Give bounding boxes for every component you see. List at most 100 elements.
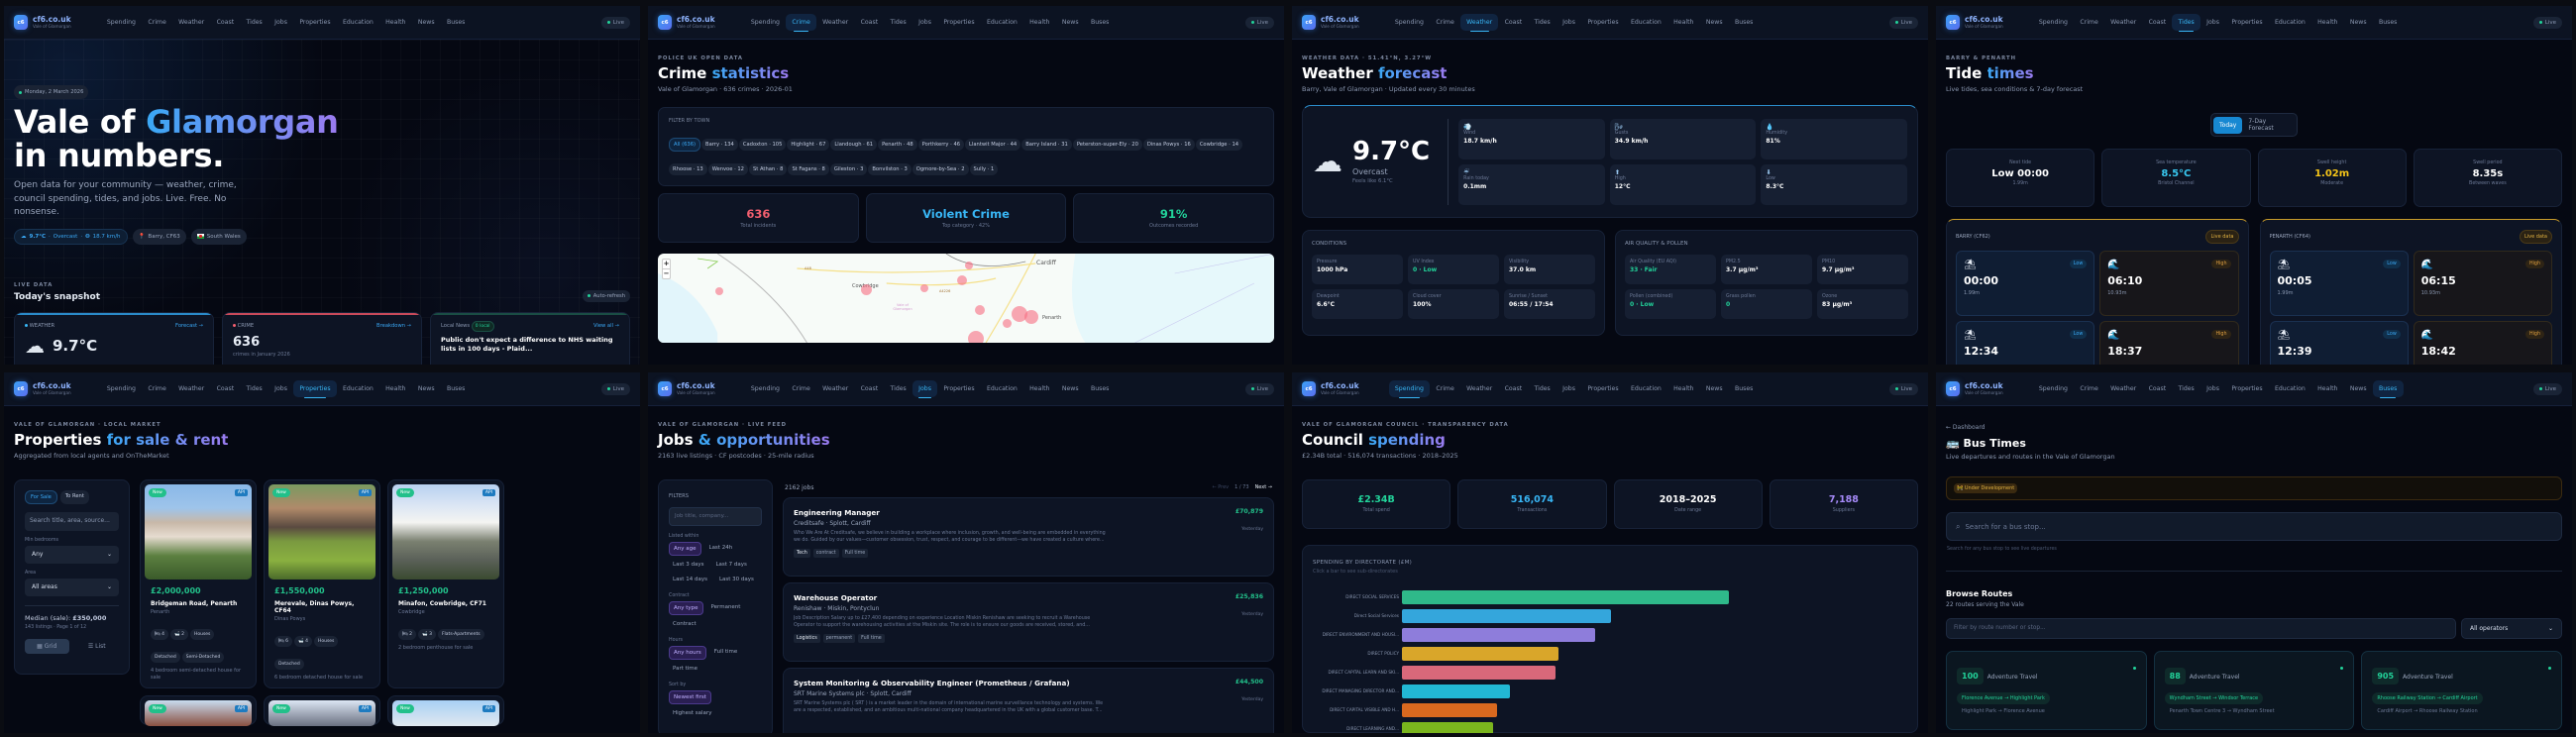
nav-link-news[interactable]: News (417, 385, 435, 392)
tab-7-day-forecast[interactable]: 7-Day Forecast (2248, 118, 2274, 132)
route-card[interactable]: 100 Adventure Travel Florence Avenue → Hi… (1946, 651, 2147, 730)
nav-link-news[interactable]: News (1061, 385, 1079, 392)
nav-link-coast[interactable]: Coast (1504, 19, 1523, 26)
property-card[interactable]: New API £1,550,000 Merevale, Dinas Powys,… (264, 479, 380, 688)
nav-link-coast[interactable]: Coast (860, 19, 879, 26)
property-title[interactable]: Merevale, Dinas Powys, CF64 (274, 600, 355, 614)
nav-link-education[interactable]: Education (986, 19, 1018, 26)
property-card[interactable]: New API £1,250,000 Minafon, Cowbridge, CF… (387, 479, 504, 688)
nav-link-jobs[interactable]: Jobs (912, 380, 938, 398)
route-filter-input[interactable]: Filter by route number or stop... (1946, 618, 2456, 639)
town-filter-chip[interactable]: Barry · 134 (701, 139, 738, 151)
nav-link-weather[interactable]: Weather (178, 385, 205, 392)
nav-link-health[interactable]: Health (1029, 19, 1050, 26)
nav-link-health[interactable]: Health (2317, 19, 2338, 26)
nav-link-tides[interactable]: Tides (246, 19, 263, 26)
nav-link-buses[interactable]: Buses (1090, 19, 1110, 26)
nav-link-crime[interactable]: Crime (1436, 385, 1454, 392)
nav-link-spending[interactable]: Spending (1394, 19, 1424, 26)
breakdown-link[interactable]: Breakdown → (376, 322, 411, 329)
job-title[interactable]: Warehouse Operator (794, 593, 878, 602)
nav-link-news[interactable]: News (1705, 19, 1723, 26)
property-title[interactable]: Bridgeman Road, Penarth (151, 600, 238, 607)
nav-link-coast[interactable]: Coast (216, 385, 235, 392)
town-filter-chip[interactable]: Barry Island · 31 (1021, 139, 1072, 151)
town-filter-chip[interactable]: Porthkerry · 46 (917, 139, 965, 151)
nav-link-buses[interactable]: Buses (1734, 19, 1754, 26)
nav-link-crime[interactable]: Crime (786, 14, 816, 32)
nav-link-properties[interactable]: Properties (293, 380, 337, 398)
crime-marker[interactable] (965, 262, 973, 269)
site-logo[interactable]: c6 (1302, 381, 1316, 396)
chart-bar-row[interactable]: DIRECT POLICY (1313, 644, 1907, 663)
brand-name[interactable]: cf6.co.uk (1321, 14, 1359, 24)
next-page-button[interactable]: Next → (1254, 484, 1272, 490)
site-logo[interactable]: c6 (14, 381, 28, 396)
crime-marker[interactable] (715, 287, 723, 295)
nav-link-news[interactable]: News (2349, 19, 2367, 26)
job-title[interactable]: Engineering Manager (794, 508, 880, 517)
nav-link-jobs[interactable]: Jobs (1562, 19, 1575, 26)
nav-link-jobs[interactable]: Jobs (2206, 19, 2219, 26)
nav-link-weather[interactable]: Weather (1466, 385, 1493, 392)
nav-link-health[interactable]: Health (1673, 385, 1694, 392)
route-card[interactable]: 88 Adventure Travel Wyndham Street → Wind… (2153, 651, 2355, 730)
nav-link-buses[interactable]: Buses (446, 385, 466, 392)
nav-link-properties[interactable]: Properties (1587, 19, 1619, 26)
filter-option[interactable]: Highest salary (673, 710, 712, 716)
nav-link-weather[interactable]: Weather (822, 385, 849, 392)
nav-link-tides[interactable]: Tides (890, 385, 907, 392)
list-view-button[interactable]: ☰ List (75, 639, 120, 654)
nav-link-jobs[interactable]: Jobs (274, 385, 287, 392)
site-logo[interactable]: c6 (1946, 381, 1960, 396)
tab-today[interactable]: Today (2213, 116, 2243, 134)
filter-option[interactable]: Last 24h (708, 545, 733, 551)
site-logo[interactable]: c6 (658, 15, 672, 30)
brand-name[interactable]: cf6.co.uk (1965, 14, 2003, 24)
chart-bar-row[interactable]: DIRECT CAPITAL VISIBLE AND H... (1313, 700, 1907, 719)
zoom-in-button[interactable]: + (663, 260, 670, 267)
property-card[interactable]: New API (140, 695, 257, 726)
nav-link-spending[interactable]: Spending (2038, 385, 2068, 392)
chart-bar[interactable] (1402, 665, 1556, 680)
chart-bar[interactable] (1402, 721, 1494, 733)
crime-marker[interactable] (957, 275, 967, 285)
nav-link-tides[interactable]: Tides (890, 19, 907, 26)
site-logo[interactable]: c6 (1946, 15, 1960, 30)
filter-option[interactable]: Any age (669, 542, 701, 556)
filter-option[interactable]: Contract (673, 621, 697, 627)
town-filter-chip[interactable]: Gileston · 3 (829, 163, 868, 175)
nav-link-spending[interactable]: Spending (106, 385, 136, 392)
crime-marker[interactable] (920, 284, 928, 292)
chart-bar-row[interactable]: Direct Social Services (1313, 606, 1907, 625)
nav-link-spending[interactable]: Spending (106, 19, 136, 26)
forecast-link[interactable]: Forecast → (175, 322, 203, 329)
filter-option[interactable]: Any hours (669, 646, 706, 660)
operator-select[interactable]: All operators ⌄ (2461, 618, 2562, 639)
town-filter-chip[interactable]: Bonvilston · 3 (868, 163, 912, 175)
nav-link-properties[interactable]: Properties (2231, 19, 2263, 26)
nav-link-jobs[interactable]: Jobs (2206, 385, 2219, 392)
nav-link-education[interactable]: Education (1630, 19, 1662, 26)
nav-link-spending[interactable]: Spending (2038, 19, 2068, 26)
filter-option[interactable]: Newest first (669, 690, 711, 704)
nav-link-education[interactable]: Education (986, 385, 1018, 392)
crime-marker[interactable] (1024, 310, 1038, 324)
nav-link-education[interactable]: Education (1630, 385, 1662, 392)
nav-link-weather[interactable]: Weather (2110, 385, 2137, 392)
nav-link-buses[interactable]: Buses (2372, 380, 2404, 398)
job-card[interactable]: Engineering Manager Creditsafe · Splott,… (783, 497, 1274, 577)
filter-option[interactable]: Last 30 days (718, 577, 754, 582)
property-card[interactable]: New API £2,000,000 Bridgeman Road, Penart… (140, 479, 257, 688)
town-filter-chip[interactable]: Cowbridge · 14 (1195, 139, 1243, 151)
min-bedrooms-select[interactable]: Any ⌄ (25, 546, 119, 564)
grid-view-button[interactable]: ▦ Grid (25, 639, 69, 654)
crime-snapshot-card[interactable]: CRIME Breakdown → 636 crimes in January 2… (222, 311, 422, 365)
nav-link-health[interactable]: Health (385, 385, 406, 392)
nav-link-buses[interactable]: Buses (2378, 19, 2398, 26)
news-snapshot-card[interactable]: Local News 0 local View all → Public don'… (430, 311, 630, 365)
town-filter-chip[interactable]: Dinas Powys · 16 (1142, 139, 1195, 151)
nav-link-health[interactable]: Health (385, 19, 406, 26)
news-headline[interactable]: Public don't expect a difference to NHS … (441, 335, 613, 353)
chart-bar-row[interactable]: DIRECT MANAGING DIRECTOR AND... (1313, 682, 1907, 700)
